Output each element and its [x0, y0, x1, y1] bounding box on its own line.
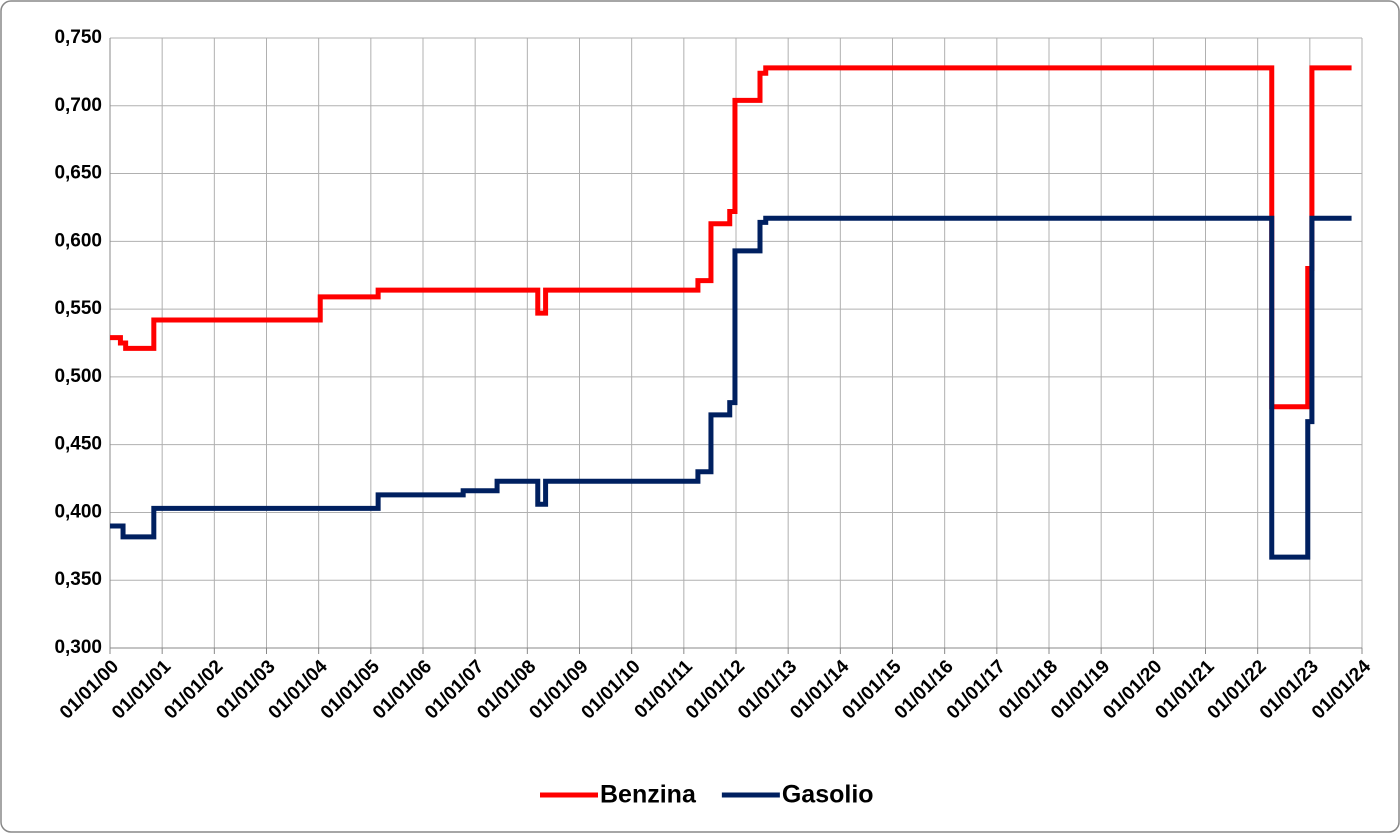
- series-line: [110, 215, 1352, 560]
- y-tick-label: 0,750: [54, 27, 102, 48]
- y-tick-label: 0,300: [54, 637, 102, 658]
- legend-label: Gasolio: [782, 781, 874, 809]
- legend-label: Benzina: [600, 781, 697, 809]
- y-tick-label: 0,350: [54, 569, 102, 590]
- y-tick-label: 0,700: [54, 95, 102, 116]
- y-tick-label: 0,500: [54, 366, 102, 387]
- y-tick-label: 0,550: [54, 298, 102, 319]
- y-tick-label: 0,600: [54, 230, 102, 251]
- y-tick-label: 0,450: [54, 434, 102, 455]
- y-tick-label: 0,400: [54, 501, 102, 522]
- y-tick-label: 0,650: [54, 163, 102, 184]
